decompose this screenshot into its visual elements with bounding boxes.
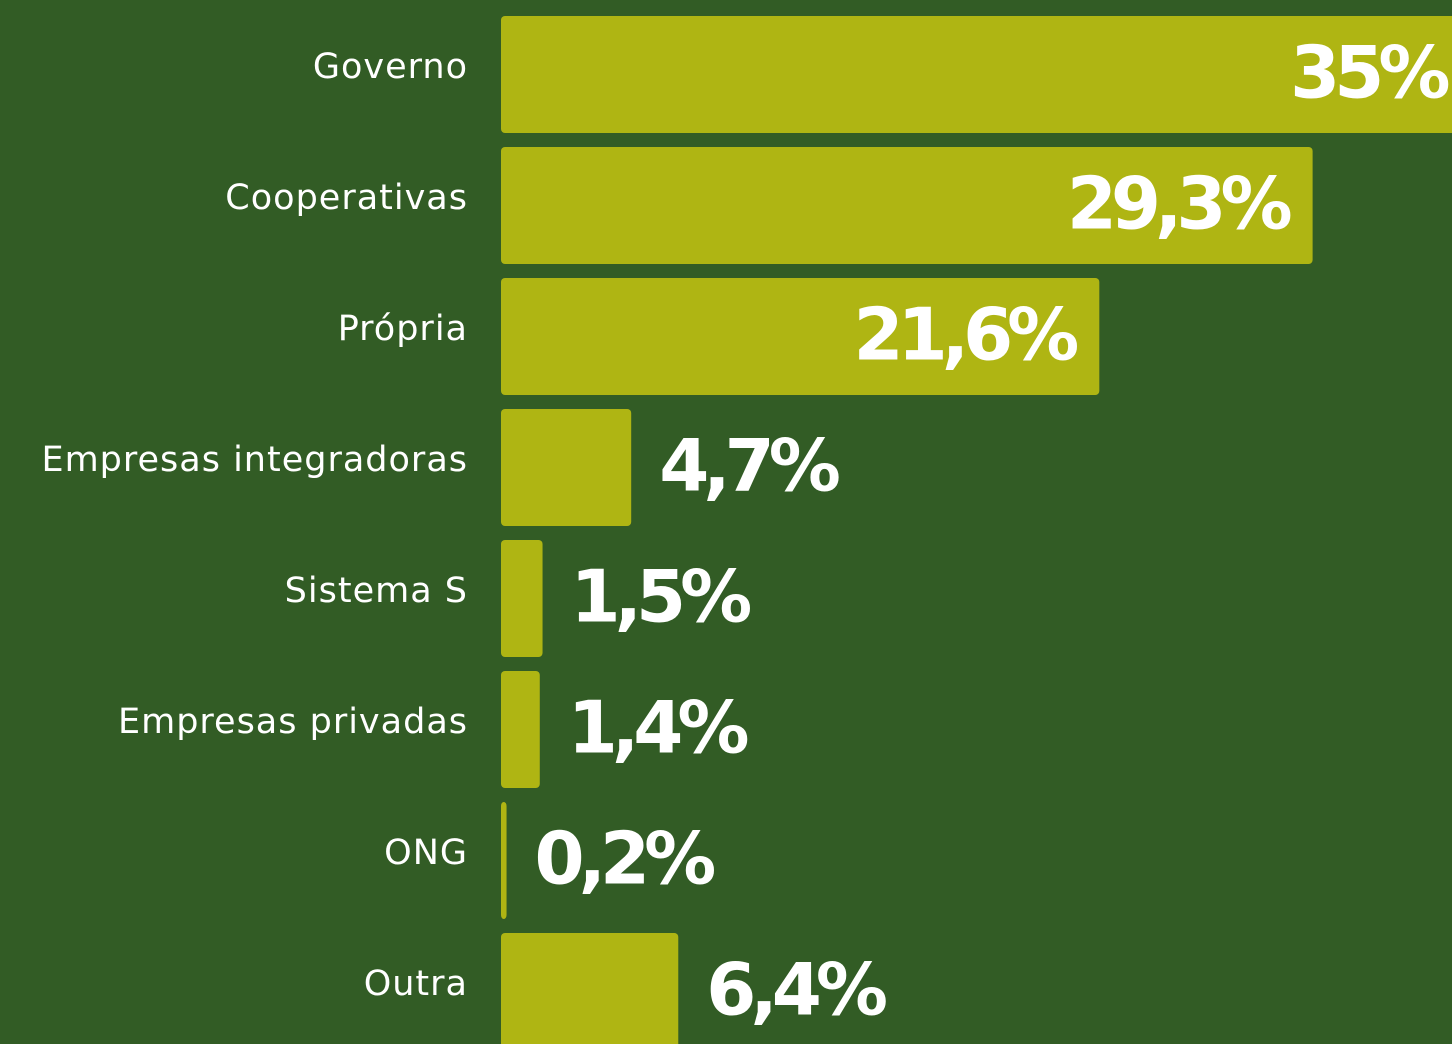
category-label: Empresas integradoras bbox=[41, 440, 468, 480]
value-label: 4,7% bbox=[659, 424, 839, 508]
category-label: ONG bbox=[384, 833, 468, 873]
category-label: Outra bbox=[364, 964, 468, 1004]
value-label: 1,5% bbox=[571, 555, 751, 639]
value-label: 0,2% bbox=[535, 817, 715, 901]
bar bbox=[501, 16, 1452, 133]
bar bbox=[501, 540, 543, 657]
value-label: 1,4% bbox=[568, 686, 748, 770]
bar bbox=[501, 278, 1100, 395]
value-label: 35% bbox=[1290, 31, 1448, 115]
value-label: 21,6% bbox=[854, 293, 1078, 377]
value-label: 6,4% bbox=[706, 948, 886, 1032]
bar bbox=[501, 671, 540, 788]
category-label: Cooperativas bbox=[225, 178, 468, 218]
category-label: Governo bbox=[313, 47, 468, 87]
bar bbox=[501, 147, 1313, 264]
category-label: Empresas privadas bbox=[118, 702, 468, 742]
category-label: Própria bbox=[338, 309, 468, 349]
bar bbox=[501, 802, 507, 919]
category-label: Sistema S bbox=[285, 571, 468, 611]
value-label: 29,3% bbox=[1067, 162, 1291, 246]
bar bbox=[501, 409, 632, 526]
bar bbox=[501, 933, 679, 1044]
